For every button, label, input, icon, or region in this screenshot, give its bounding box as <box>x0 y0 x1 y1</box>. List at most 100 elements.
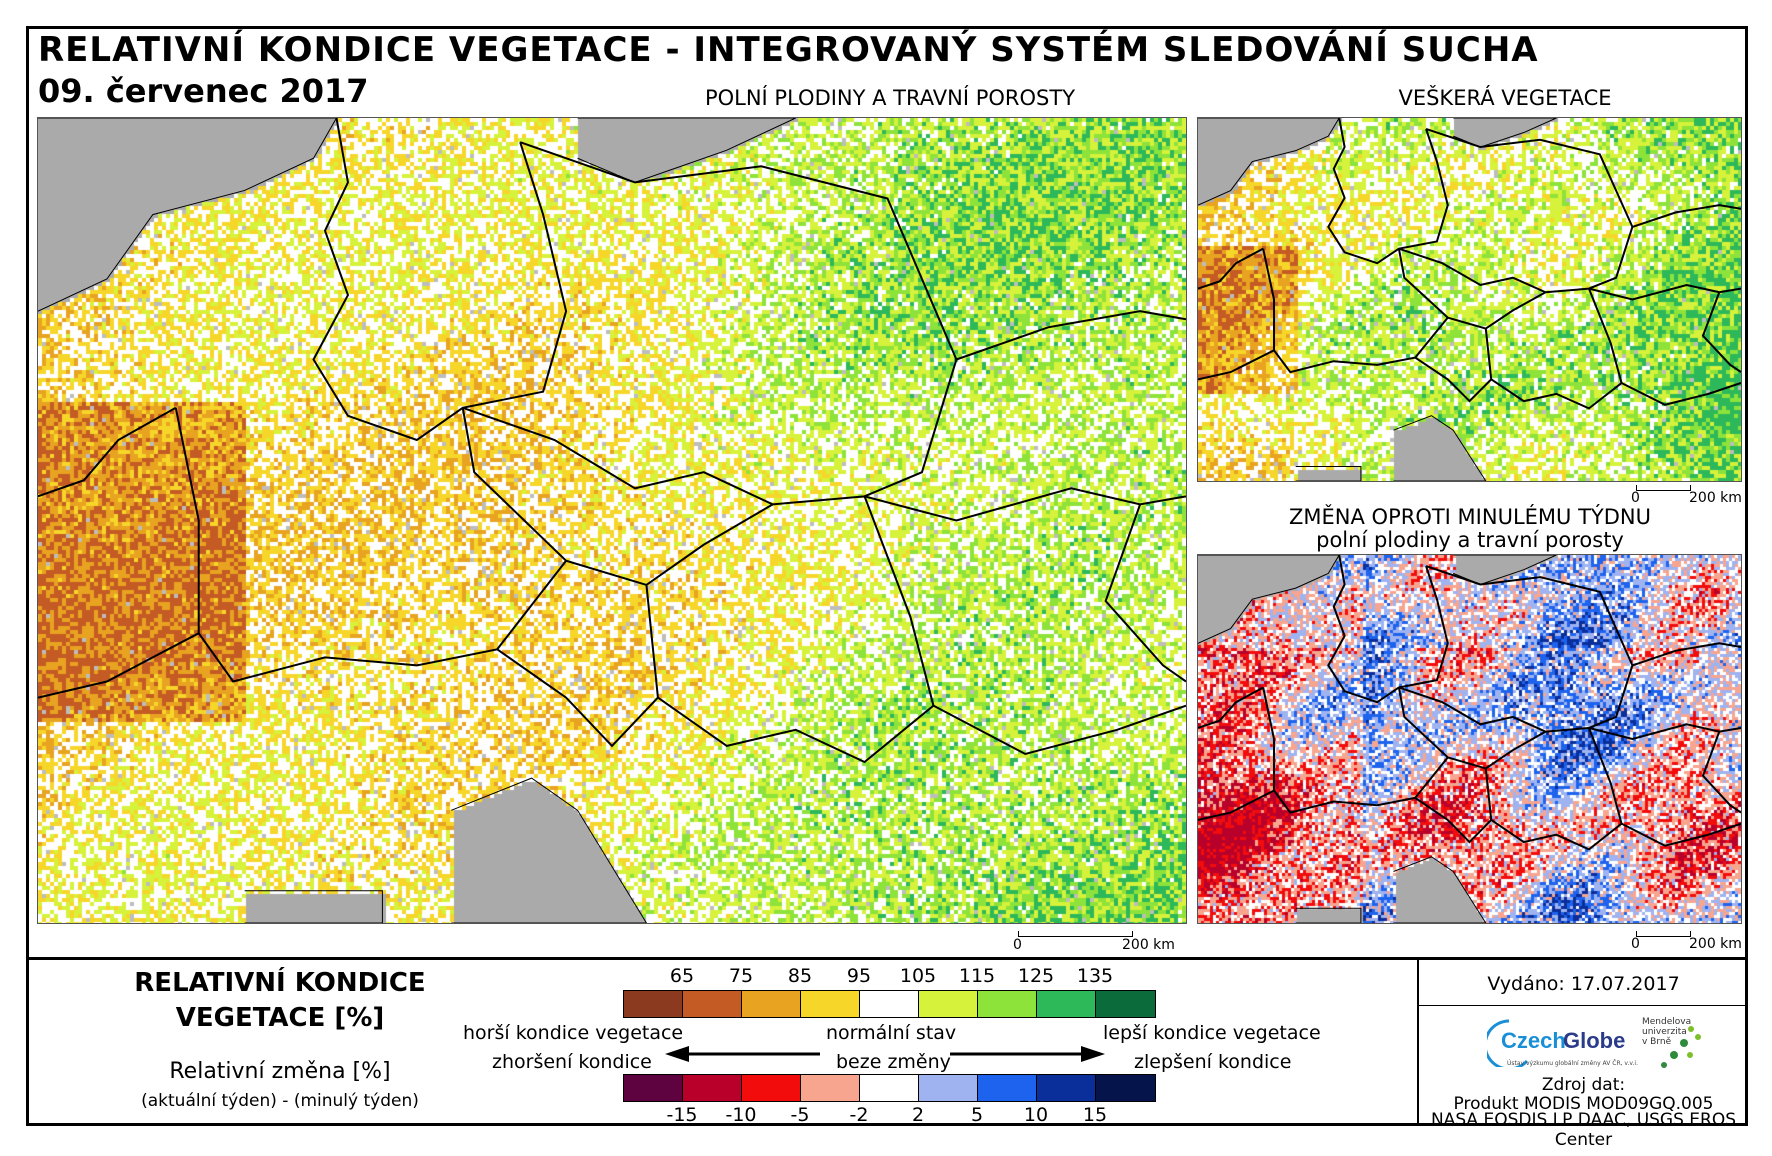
legend-title-line2: VEGETACE [%] <box>175 1003 385 1033</box>
scalebar-line <box>1636 485 1691 491</box>
coastline <box>451 777 648 923</box>
czechglobe-subtitle: Ústav výzkumu globální změny AV ČR, v.v.… <box>1507 1060 1638 1067</box>
country-border <box>1414 797 1492 844</box>
coastline <box>244 890 383 923</box>
country-border <box>1397 248 1547 330</box>
legend-change-title: Relativní změna [%] <box>169 1059 391 1084</box>
scalebar-start: 0 <box>1013 937 1022 953</box>
country-border <box>1588 723 1741 741</box>
country-border <box>1632 204 1741 228</box>
scalebar-line <box>1018 931 1133 937</box>
coastline <box>1198 555 1340 644</box>
source-label: Zdroj dat: <box>1541 1075 1626 1095</box>
tick-label: 115 <box>958 965 996 987</box>
main-map-borders <box>38 118 1186 923</box>
coastline <box>1295 465 1362 481</box>
country-border <box>496 648 659 748</box>
country-border <box>1398 686 1590 733</box>
coastline <box>1198 118 1340 206</box>
country-border <box>1621 822 1741 847</box>
country-border <box>864 487 1186 522</box>
condition-swatch <box>978 991 1037 1017</box>
tick-label: 105 <box>899 965 937 987</box>
scalebar-end: 200 km <box>1689 936 1742 952</box>
country-border <box>1425 565 1634 729</box>
all-vegetation-title: VEŠKERÁ VEGETACE <box>1398 86 1612 110</box>
country-border <box>38 632 200 699</box>
country-border <box>1104 504 1186 683</box>
tick-label: 125 <box>1017 965 1055 987</box>
country-border <box>956 310 1186 361</box>
scalebar-line <box>1636 931 1691 937</box>
country-border <box>1701 731 1741 814</box>
better-condition-label: lepší kondice vegetace <box>1103 1022 1321 1044</box>
condition-swatch <box>919 991 978 1017</box>
tick-label: 5 <box>970 1104 984 1126</box>
country-border <box>1398 247 1590 294</box>
mendel-dots-icon <box>1661 1026 1701 1068</box>
coastline <box>1393 415 1487 481</box>
no-change-label: beze změny <box>836 1051 951 1073</box>
svg-text:Czech: Czech <box>1501 1028 1566 1053</box>
country-border <box>1588 283 1741 301</box>
left-arrow-icon <box>665 1046 820 1062</box>
worse-condition-label: horší kondice vegetace <box>463 1022 684 1044</box>
tick-label: 15 <box>1082 1104 1108 1126</box>
change-swatch <box>1037 1075 1096 1101</box>
main-map-raster <box>38 118 1186 923</box>
weekly-change-subtitle: polní plodiny a travní porosty <box>1316 528 1624 552</box>
tick-label: -2 <box>849 1104 869 1126</box>
country-border <box>1262 248 1449 374</box>
tick-label: -10 <box>725 1104 757 1126</box>
svg-text:Globe: Globe <box>1563 1028 1625 1053</box>
condition-color-scale <box>623 990 1156 1018</box>
country-border <box>1198 247 1264 290</box>
change-swatch <box>919 1075 978 1101</box>
country-border <box>1484 727 1623 851</box>
coastline <box>1393 856 1487 923</box>
condition-swatch <box>860 991 919 1017</box>
czechglobe-logo: Czech Globe Ústav výzkumu globální změny… <box>1483 1015 1638 1075</box>
coastline <box>577 118 796 183</box>
coastline <box>38 118 338 312</box>
country-border <box>1632 642 1741 667</box>
tick-label: 85 <box>787 965 813 987</box>
change-swatch <box>860 1075 919 1101</box>
czechglobe-logo-icon: Czech Globe <box>1483 1019 1625 1071</box>
change-swatch <box>801 1075 860 1101</box>
source-line2: NASA EOSDIS LP DAAC, USGS EROS Center <box>1430 1110 1737 1150</box>
condition-swatch <box>1037 991 1096 1017</box>
issued-date: Vydáno: 17.07.2017 <box>1487 973 1680 995</box>
change-swatch <box>683 1075 742 1101</box>
tick-label: 2 <box>911 1104 925 1126</box>
info-separator-horizontal <box>1419 1005 1748 1006</box>
main-map-title: POLNÍ PLODINY A TRAVNÍ POROSTY <box>704 86 1076 110</box>
improvement-label: zlepšení kondice <box>1134 1051 1292 1073</box>
change-swatch <box>978 1075 1037 1101</box>
country-border <box>1198 349 1275 381</box>
tick-label: 135 <box>1076 965 1114 987</box>
coastline <box>1295 907 1362 923</box>
country-border <box>1198 789 1275 821</box>
change-swatch <box>624 1075 683 1101</box>
right-arrow-icon <box>950 1046 1105 1062</box>
condition-swatch <box>624 991 683 1017</box>
all-vegetation-borders <box>1198 118 1741 481</box>
country-border <box>645 495 935 764</box>
country-border <box>312 118 568 442</box>
country-border <box>1701 291 1741 373</box>
mendel-university-logo: Mendelova univerzita v Brně <box>1636 1015 1708 1073</box>
country-border <box>1327 555 1449 704</box>
change-color-scale <box>623 1074 1156 1102</box>
scalebar-end: 200 km <box>1689 490 1742 506</box>
change-swatch <box>1096 1075 1155 1101</box>
country-border <box>1327 118 1449 265</box>
main-map <box>37 117 1187 924</box>
date-label: 09. červenec 2017 <box>38 72 369 110</box>
country-border <box>1262 687 1449 814</box>
tick-label: 10 <box>1023 1104 1049 1126</box>
all-vegetation-map <box>1197 117 1742 482</box>
country-border <box>1397 687 1547 770</box>
country-border <box>174 407 567 683</box>
country-border <box>1621 382 1741 406</box>
